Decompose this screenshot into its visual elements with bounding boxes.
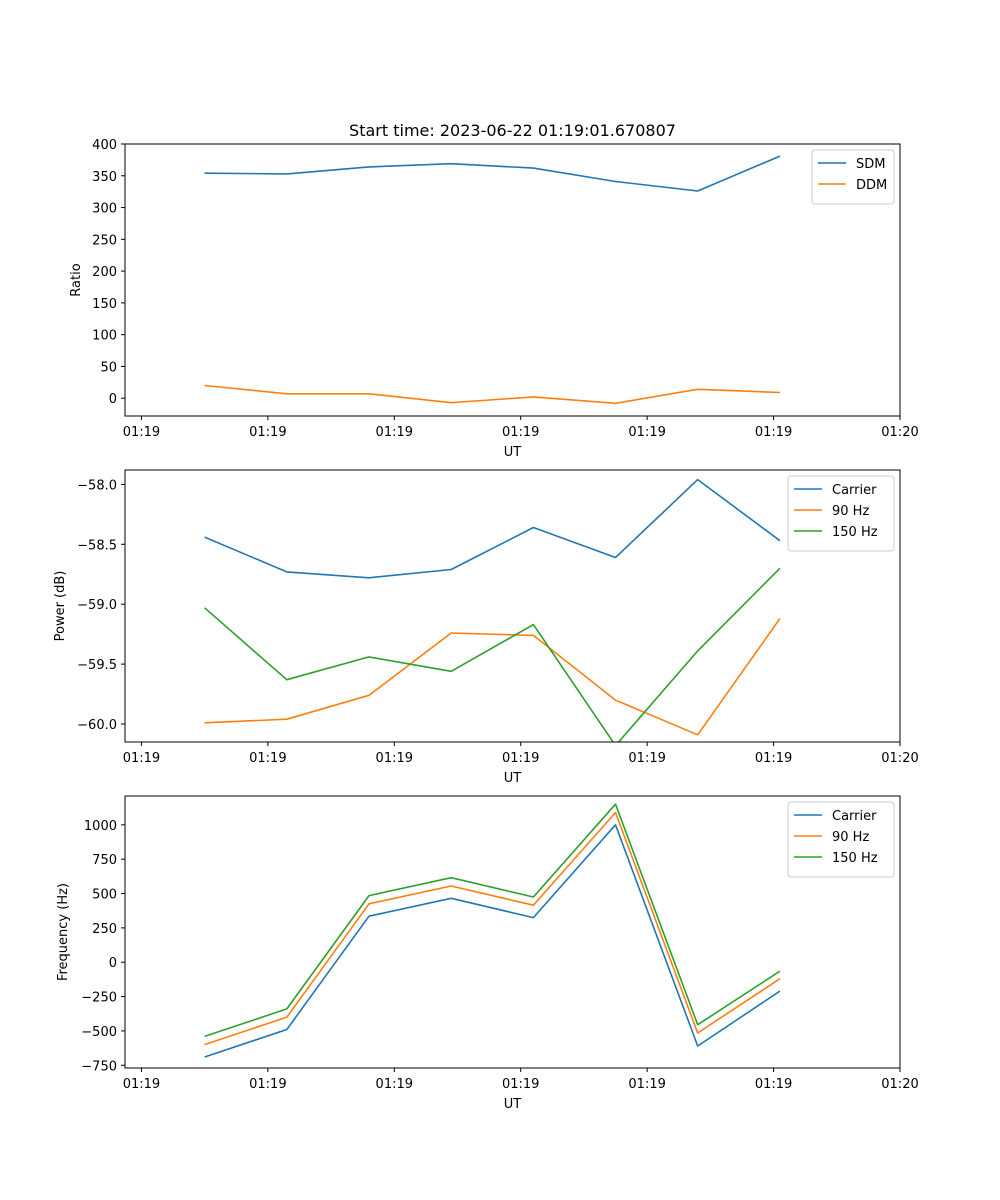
y-axis-label: Ratio — [69, 263, 84, 296]
chart-panel-2: 01:19 01:19 01:19 01:19 01:19 01:19 01:20 −60.0… — [53, 469, 919, 786]
y-tick-label: −59.5 — [77, 658, 117, 673]
legend-frame — [787, 475, 895, 552]
x-tick-label: 01:19 — [502, 425, 539, 440]
x-tick-label: 01:19 — [123, 425, 160, 440]
x-tick-label: 01:19 — [502, 751, 539, 766]
y-tick-label: −59.0 — [77, 598, 117, 613]
series-line-carrier — [204, 478, 781, 579]
y-tick-label: −60.0 — [77, 718, 117, 733]
axes-frame — [124, 469, 901, 743]
y-tick-label: 300 — [92, 202, 117, 217]
y-tick-label: 1000 — [84, 819, 117, 834]
y-tick-label: 0 — [109, 392, 117, 407]
x-tick-label: 01:19 — [628, 1077, 665, 1092]
x-tick-label: 01:20 — [881, 1077, 918, 1092]
chart-title: Start time: 2023-06-22 01:19:01.670807 — [349, 121, 676, 140]
legend-label: DDM — [856, 178, 887, 193]
legend: Carrier 90 Hz 150 Hz — [787, 475, 895, 552]
x-tick-label: 01:19 — [376, 751, 413, 766]
axes-frame — [124, 143, 901, 417]
y-axis-label: Power (dB) — [53, 571, 68, 642]
y-tick-label: 500 — [92, 888, 117, 903]
y-tick-label: 100 — [92, 329, 117, 344]
legend-label: 90 Hz — [832, 504, 869, 519]
x-tick-label: 01:19 — [628, 751, 665, 766]
y-tick-label: 400 — [92, 138, 117, 153]
x-tick-label: 01:19 — [502, 1077, 539, 1092]
x-tick-label: 01:19 — [628, 425, 665, 440]
legend-label: 150 Hz — [832, 525, 878, 540]
x-tick-label: 01:20 — [881, 425, 918, 440]
legend-frame — [787, 801, 895, 878]
y-tick-label: 150 — [92, 297, 117, 312]
x-tick-label: 01:19 — [755, 425, 792, 440]
x-tick-label: 01:19 — [123, 1077, 160, 1092]
x-tick-label: 01:19 — [376, 425, 413, 440]
x-tick-label: 01:19 — [376, 1077, 413, 1092]
x-tick-label: 01:19 — [249, 1077, 286, 1092]
y-tick-label: 250 — [92, 922, 117, 937]
y-tick-label: 200 — [92, 265, 117, 280]
x-tick-label: 01:19 — [123, 751, 160, 766]
legend-label: 90 Hz — [832, 830, 869, 845]
legend-label: Carrier — [832, 483, 877, 498]
x-tick-label: 01:19 — [755, 751, 792, 766]
axes-frame — [124, 795, 901, 1069]
y-tick-label: 0 — [109, 956, 117, 971]
y-tick-label: 750 — [92, 853, 117, 868]
y-tick-label: −750 — [81, 1059, 117, 1074]
x-axis-label: UT — [504, 445, 522, 460]
chart-panel-3: 01:19 01:19 01:19 01:19 01:19 01:19 01:20 −750 −… — [56, 795, 919, 1112]
series-line-sdm — [204, 155, 781, 192]
y-tick-label: −250 — [81, 991, 117, 1006]
x-tick-label: 01:19 — [249, 425, 286, 440]
y-tick-label: −500 — [81, 1025, 117, 1040]
y-tick-label: −58.0 — [77, 478, 117, 493]
series-line-90-hz — [204, 811, 781, 1046]
legend: Carrier 90 Hz 150 Hz — [787, 801, 895, 878]
series-line-90-hz — [204, 618, 781, 736]
y-tick-label: 250 — [92, 233, 117, 248]
series-line-carrier — [204, 823, 781, 1058]
legend: SDM DDM — [811, 149, 895, 205]
chart-panel-1: Start time: 2023-06-22 01:19:01.67080701… — [69, 121, 919, 460]
x-tick-label: 01:19 — [249, 751, 286, 766]
x-axis-label: UT — [504, 771, 522, 786]
x-tick-label: 01:20 — [881, 751, 918, 766]
series-line-150-hz — [204, 567, 781, 742]
legend-label: 150 Hz — [832, 851, 878, 866]
x-tick-label: 01:19 — [755, 1077, 792, 1092]
y-axis-label: Frequency (Hz) — [56, 883, 71, 981]
series-line-150-hz — [204, 803, 781, 1038]
y-tick-label: 50 — [100, 360, 117, 375]
x-axis-label: UT — [504, 1097, 522, 1112]
series-line-ddm — [204, 384, 780, 405]
y-tick-label: 350 — [92, 170, 117, 185]
y-tick-label: −58.5 — [77, 538, 117, 553]
legend-label: SDM — [856, 157, 885, 172]
legend-label: Carrier — [832, 809, 877, 824]
